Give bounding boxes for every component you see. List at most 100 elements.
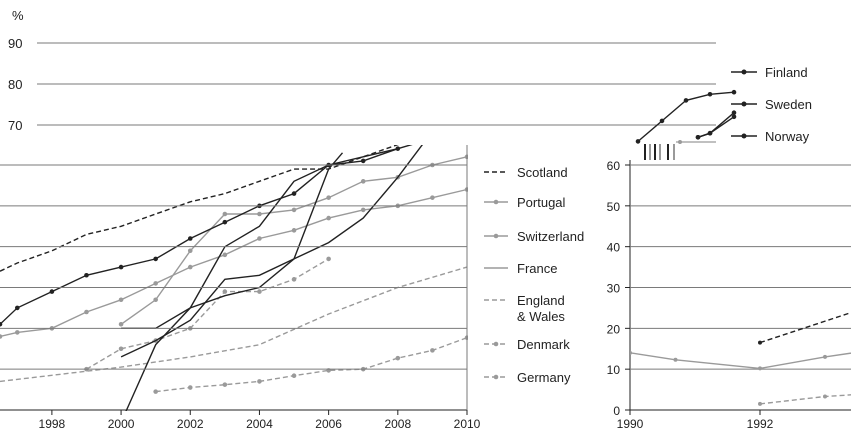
data-point bbox=[222, 211, 228, 217]
data-point bbox=[257, 379, 262, 384]
data-point bbox=[0, 334, 3, 339]
data-point bbox=[257, 289, 262, 294]
data-point bbox=[360, 179, 366, 184]
top-y-tick-label: 80 bbox=[8, 77, 22, 92]
data-point bbox=[153, 256, 158, 262]
top-data-point bbox=[678, 140, 682, 144]
data-point bbox=[118, 346, 124, 352]
data-point bbox=[187, 264, 193, 270]
data-point bbox=[0, 321, 3, 327]
top-data-point bbox=[635, 139, 641, 144]
series-line-england-wales bbox=[0, 266, 468, 383]
data-point bbox=[118, 321, 124, 327]
legend-label: Scotland bbox=[517, 165, 568, 180]
legend-label: & Wales bbox=[517, 309, 565, 324]
legend-marker bbox=[493, 374, 499, 380]
data-point bbox=[360, 158, 366, 164]
series-line-germany bbox=[155, 337, 468, 393]
left-x-tick-label: 2004 bbox=[246, 417, 273, 431]
data-point bbox=[14, 330, 20, 335]
legend-label-finland: Finland bbox=[765, 65, 808, 80]
series-line-denmark bbox=[86, 258, 329, 370]
series-line-sweden bbox=[120, 145, 423, 358]
series-line-norway bbox=[121, 152, 344, 329]
legend-label: Portugal bbox=[517, 195, 566, 210]
data-point bbox=[291, 228, 297, 233]
left-panel bbox=[0, 145, 468, 411]
data-point bbox=[49, 289, 55, 294]
top-y-tick-label: 90 bbox=[8, 36, 22, 51]
series-line-finland bbox=[125, 145, 413, 411]
data-point bbox=[84, 272, 89, 278]
top-data-point bbox=[731, 114, 737, 120]
right-y-tick-label: 10 bbox=[607, 363, 621, 377]
legend-label-norway: Norway bbox=[765, 129, 810, 144]
right-data-point bbox=[673, 357, 678, 362]
right-y-tick-label: 60 bbox=[607, 159, 621, 173]
right-y-tick-label: 40 bbox=[607, 241, 621, 255]
data-point bbox=[326, 195, 331, 200]
legend-label: France bbox=[517, 261, 557, 276]
unit-label: % bbox=[12, 8, 24, 23]
data-point bbox=[222, 219, 228, 225]
right-y-tick-label: 0 bbox=[613, 404, 620, 418]
data-point bbox=[395, 355, 401, 361]
legend-marker bbox=[741, 133, 747, 139]
top-series-norway bbox=[697, 116, 735, 138]
data-point bbox=[153, 281, 158, 286]
data-point bbox=[118, 297, 124, 303]
legend-label: Germany bbox=[517, 370, 571, 385]
data-point bbox=[14, 305, 20, 311]
legend-label: Switzerland bbox=[517, 229, 584, 244]
data-point bbox=[257, 211, 262, 217]
data-point bbox=[291, 207, 297, 213]
right-data-point bbox=[823, 394, 827, 399]
data-point bbox=[222, 252, 228, 258]
right-data-point bbox=[758, 340, 762, 345]
data-point bbox=[153, 389, 158, 394]
left-x-tick-label: 2006 bbox=[315, 417, 342, 431]
top-y-tick-label: 70 bbox=[8, 118, 22, 133]
right-y-tick-label: 50 bbox=[607, 200, 621, 214]
legend-marker bbox=[741, 101, 747, 107]
right-series-scotland bbox=[759, 311, 851, 344]
data-point bbox=[222, 289, 228, 294]
data-point bbox=[291, 277, 297, 282]
legend-marker bbox=[741, 69, 747, 75]
top-data-point bbox=[695, 135, 701, 140]
right-series-germany bbox=[759, 394, 851, 405]
data-point bbox=[187, 385, 193, 390]
top-data-point bbox=[707, 91, 713, 97]
series-line-switzerland bbox=[0, 188, 468, 338]
data-point bbox=[153, 297, 158, 303]
data-point bbox=[84, 309, 89, 315]
left-x-tick-label: 1998 bbox=[39, 417, 66, 431]
right-data-point bbox=[758, 366, 762, 371]
left-x-tick-label: 2002 bbox=[177, 417, 204, 431]
legend-marker bbox=[493, 341, 499, 347]
right-y-tick-label: 30 bbox=[607, 282, 621, 296]
data-point bbox=[187, 248, 193, 254]
right-x-tick-label: 1992 bbox=[747, 417, 774, 431]
legend-marker bbox=[493, 199, 499, 205]
left-x-tick-label: 2008 bbox=[384, 417, 411, 431]
left-x-tick-label: 2010 bbox=[454, 417, 481, 431]
top-data-point bbox=[683, 98, 689, 103]
legend-marker bbox=[493, 233, 499, 239]
left-x-tick-label: 2000 bbox=[108, 417, 135, 431]
top-data-point bbox=[731, 110, 737, 115]
data-point bbox=[291, 191, 297, 196]
right-data-point bbox=[630, 350, 632, 355]
data-point bbox=[326, 215, 331, 221]
data-point bbox=[430, 195, 435, 200]
legend-label: England bbox=[517, 293, 565, 308]
right-x-tick-label: 1990 bbox=[617, 417, 644, 431]
data-point bbox=[291, 373, 297, 379]
top-data-point bbox=[659, 118, 665, 124]
right-data-point bbox=[823, 354, 827, 359]
right-series-switzerland bbox=[630, 352, 851, 370]
top-data-point bbox=[707, 130, 713, 136]
legend-label: Denmark bbox=[517, 337, 570, 352]
